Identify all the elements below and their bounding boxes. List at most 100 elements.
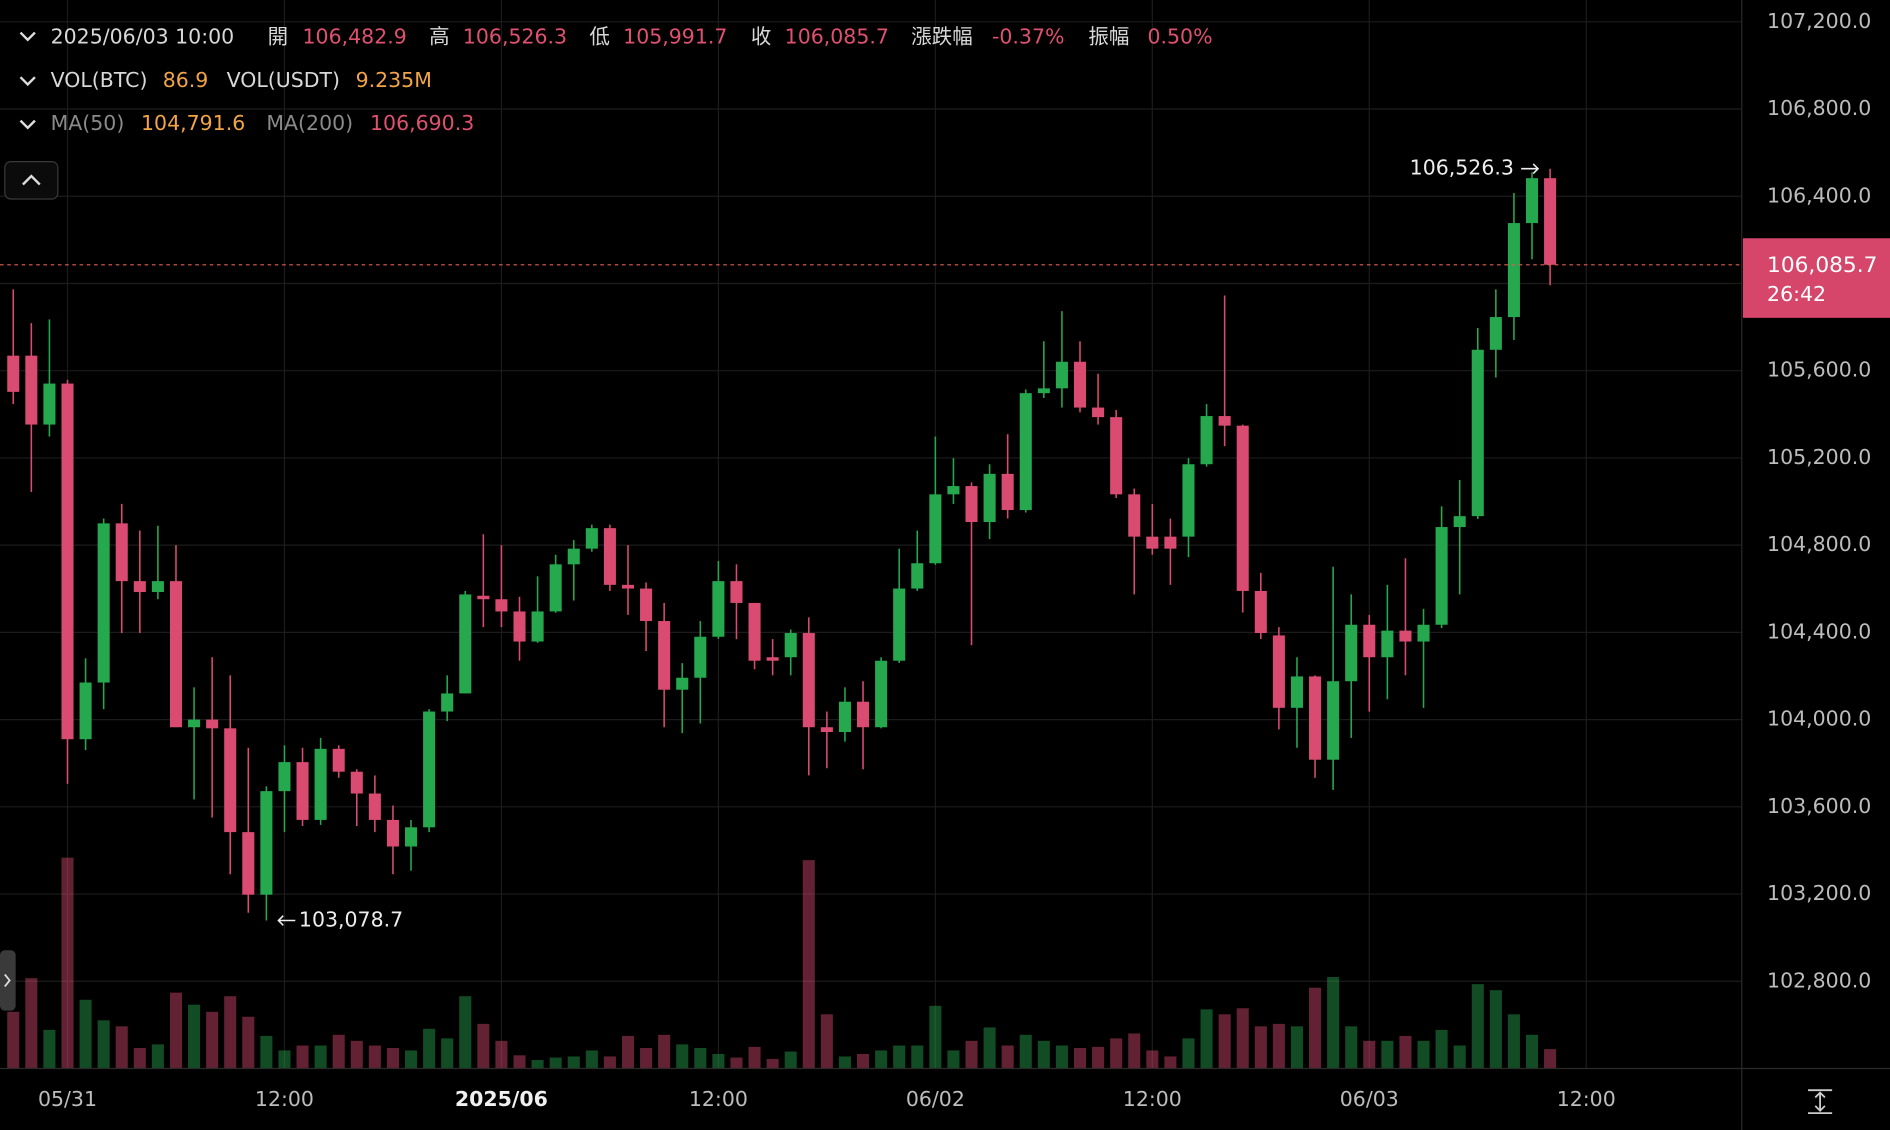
x-tick-label: 12:00 (1123, 1087, 1182, 1111)
volume-bar (1001, 1045, 1014, 1069)
volume-bar (133, 1047, 146, 1069)
collapse-button[interactable] (4, 160, 59, 200)
candle-body (1236, 425, 1249, 591)
button-frame[interactable] (4, 160, 59, 200)
scale-icon[interactable] (1808, 1089, 1833, 1115)
label: 振幅 (1088, 24, 1129, 48)
candle-body (368, 793, 381, 820)
candle-body (477, 595, 490, 600)
side-tab[interactable] (0, 950, 16, 1011)
volume-bar (1164, 1056, 1177, 1069)
label: 高 (429, 24, 449, 48)
candle-body (1037, 388, 1050, 394)
volume-bar (188, 1004, 201, 1069)
info-row: 2025/06/03 10:00 開 106,482.9 高 106,526.3… (19, 24, 1213, 48)
candle-body (61, 383, 74, 740)
volume-bar (1146, 1050, 1159, 1069)
candle-body (260, 791, 273, 895)
volume-bar (1073, 1047, 1087, 1069)
candle-body (1453, 516, 1466, 528)
tab[interactable] (0, 950, 16, 1011)
chevron[interactable] (19, 31, 36, 42)
candle-body (1363, 624, 1376, 658)
volume-bar (1345, 1026, 1358, 1069)
volume-bar (658, 1034, 671, 1069)
volume-bar (911, 1045, 924, 1069)
volume-bar (1507, 1014, 1520, 1069)
y-tick-label: 106,800.0 (1767, 96, 1871, 120)
volume-bar (549, 1057, 562, 1069)
volume-row: VOL(BTC) 86.9 VOL(USDT) 9.235M (19, 68, 432, 92)
volume-bar (1019, 1034, 1032, 1069)
volume-bar (1399, 1035, 1412, 1069)
candle-body (1399, 630, 1412, 642)
y-tick-label: 104,400.0 (1767, 619, 1871, 643)
volume-bar (1272, 1023, 1285, 1069)
candle-body (1525, 178, 1539, 224)
candle-body (350, 771, 363, 794)
price-tag-label: 106,085.7 (1767, 253, 1877, 278)
volume-bar (1453, 1045, 1466, 1069)
candle-body (314, 748, 327, 820)
volume-bar (1544, 1049, 1557, 1069)
candle-body (1272, 635, 1285, 708)
chevron[interactable] (19, 76, 36, 87)
volume-bar (169, 992, 183, 1069)
volume-bar (567, 1056, 580, 1069)
value: 106,482.9 (303, 24, 407, 48)
volume-bar (983, 1027, 996, 1069)
candle-body (224, 728, 237, 833)
y-tick-label: 106,400.0 (1767, 183, 1871, 207)
scale-button[interactable] (1808, 1089, 1833, 1115)
candle-body (1471, 349, 1484, 517)
y-tick-label: 102,800.0 (1767, 968, 1871, 992)
volume-bar (441, 1038, 454, 1069)
volume-bar (531, 1060, 544, 1069)
label: 低 (589, 24, 609, 48)
candle-body (169, 581, 183, 728)
value: 104,791.6 (141, 111, 245, 135)
candle-body (1309, 676, 1322, 760)
candle-body (1164, 536, 1177, 549)
candle-body (43, 383, 56, 425)
candle-body (1019, 393, 1032, 511)
volume-bar (838, 1056, 851, 1069)
volume-bar (7, 1011, 20, 1069)
caret-icon[interactable] (22, 174, 41, 186)
volume-bar (1128, 1033, 1141, 1069)
volume-bar (947, 1050, 960, 1069)
candle-body (531, 611, 544, 642)
value: -0.37% (992, 24, 1064, 48)
tab-icon[interactable] (4, 973, 11, 988)
volume-bar (766, 1058, 779, 1069)
label: VOL(USDT) (227, 68, 340, 92)
volume-bar (242, 1016, 255, 1069)
candle-body (766, 657, 779, 661)
x-tick-label: 06/03 (1340, 1087, 1399, 1111)
candle-body (1218, 416, 1231, 426)
volume-bar (820, 1014, 833, 1069)
candle-body (838, 701, 851, 733)
price-tag (1742, 238, 1890, 318)
candle-body (441, 693, 454, 712)
volume-bar (1218, 1014, 1231, 1069)
volume-bar (1110, 1038, 1123, 1069)
y-tick-label: 103,200.0 (1767, 881, 1871, 905)
chevron[interactable] (19, 119, 36, 130)
candle-body (206, 719, 219, 729)
value: 0.50% (1148, 24, 1213, 48)
volume-bar (1236, 1008, 1249, 1069)
label: VOL(BTC) (51, 68, 148, 92)
candle-body (332, 748, 345, 772)
volume-bar (350, 1040, 363, 1069)
volume-bar (368, 1045, 381, 1069)
low-arrow (277, 915, 296, 926)
candle-body (242, 832, 255, 895)
candle-body (25, 355, 38, 425)
x-tick-label: 12:00 (1557, 1087, 1616, 1111)
candle-body (730, 581, 743, 603)
volume-bar (585, 1050, 598, 1069)
high-arrow (1521, 163, 1540, 175)
volume-bar (25, 978, 38, 1069)
